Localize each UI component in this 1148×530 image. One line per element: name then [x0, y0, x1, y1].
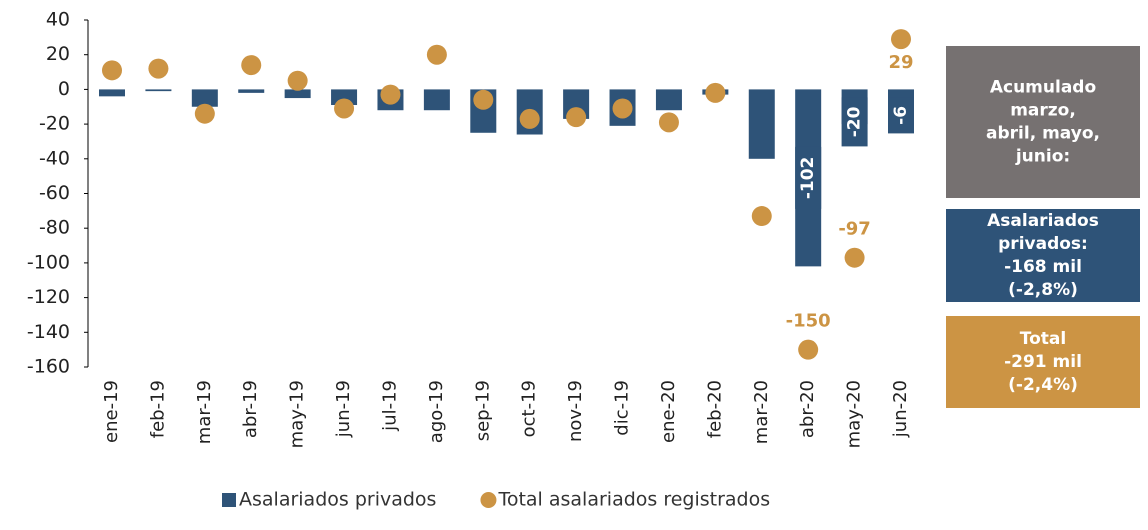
summary-text: (-2,4%) [1008, 375, 1078, 395]
summary-text: privados: [998, 234, 1088, 254]
x-tick-label: may-19 [287, 380, 308, 448]
dot [241, 55, 262, 76]
bar-label-box [841, 97, 868, 147]
x-tick-label: sep-19 [472, 380, 493, 441]
dot-label: 29 [888, 52, 913, 73]
x-tick-label: mar-19 [194, 380, 215, 444]
y-tick-label: 0 [58, 78, 70, 100]
bar-label: -6 [891, 106, 911, 125]
x-tick-label: oct-19 [519, 380, 540, 437]
dot [426, 44, 447, 65]
y-tick-label: -160 [27, 356, 70, 378]
y-tick-label: -80 [39, 217, 70, 239]
bar [99, 89, 125, 97]
bar [655, 89, 682, 111]
bar-label: -102 [798, 157, 818, 200]
summary-text: junio: [1015, 147, 1070, 167]
bar [238, 89, 265, 93]
y-tick-label: -100 [27, 251, 70, 273]
dot [844, 247, 865, 268]
dot [705, 82, 726, 103]
summary-text: abril, mayo, [986, 124, 1100, 144]
legend-label: Asalariados privados [239, 489, 436, 511]
dot-label: -150 [786, 311, 831, 332]
dot [658, 112, 679, 133]
legend-swatch [222, 493, 236, 507]
x-tick-label: dic-19 [612, 380, 633, 436]
bar [191, 89, 218, 107]
y-tick-label: 40 [46, 9, 70, 31]
dot [566, 107, 587, 128]
bar-label-box [888, 97, 914, 134]
x-tick-label: abr-19 [240, 380, 261, 438]
dot [194, 103, 215, 124]
x-tick-label: nov-19 [565, 380, 586, 442]
bar-label-box [795, 146, 822, 209]
y-tick-label: -60 [39, 182, 70, 204]
x-tick-label: may-20 [844, 380, 865, 448]
y-tick-label: 20 [46, 43, 70, 65]
dot [380, 84, 401, 105]
bar [748, 89, 775, 159]
dot [148, 58, 169, 79]
y-tick-label: -120 [27, 286, 70, 308]
bar [145, 89, 172, 92]
dot [473, 89, 494, 110]
summary-box [946, 46, 1140, 198]
summary-text: Total [1020, 329, 1066, 349]
dot [798, 339, 819, 360]
bar [888, 89, 914, 100]
summary-text: (-2,8%) [1008, 280, 1078, 300]
dot [751, 206, 772, 227]
x-tick-label: jun-20 [890, 380, 911, 438]
x-tick-label: feb-20 [704, 380, 725, 438]
dot [519, 108, 540, 129]
x-tick-label: ene-19 [101, 380, 122, 443]
y-tick-label: -40 [39, 147, 70, 169]
x-tick-label: jun-19 [333, 380, 354, 438]
summary-text: Acumulado [990, 78, 1096, 98]
x-tick-label: ago-19 [426, 380, 447, 443]
dot-label: -97 [838, 219, 871, 240]
summary-text: marzo, [1010, 101, 1076, 121]
x-tick-label: mar-20 [751, 380, 772, 444]
y-tick-label: -140 [27, 321, 70, 343]
summary-text: -291 mil [1004, 352, 1082, 372]
dot [334, 98, 355, 119]
summary-box [946, 316, 1140, 408]
x-tick-label: jul-19 [379, 380, 400, 432]
x-tick-label: feb-19 [147, 380, 168, 438]
dot [102, 60, 122, 81]
summary-text: -168 mil [1004, 257, 1082, 277]
legend-label: Total asalariados registrados [497, 489, 770, 511]
bar [284, 89, 311, 99]
bar [423, 89, 450, 111]
x-tick-label: abr-20 [797, 380, 818, 438]
dot [891, 29, 911, 50]
dot [287, 70, 308, 91]
bar-label: -20 [845, 106, 865, 137]
y-tick-label: -20 [39, 113, 70, 135]
x-tick-label: ene-20 [658, 380, 679, 443]
summary-box [946, 209, 1140, 302]
summary-text: Asalariados [987, 211, 1099, 231]
dot [612, 98, 633, 119]
legend-swatch [480, 492, 497, 508]
